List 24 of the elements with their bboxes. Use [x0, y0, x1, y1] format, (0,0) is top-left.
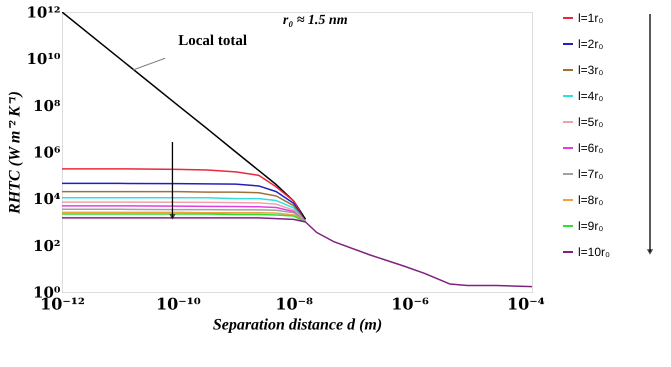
legend-label: l=2r₀	[578, 37, 604, 51]
legend-label: l=1r₀	[578, 11, 604, 25]
y-tick-label: 10¹⁰	[26, 50, 61, 68]
legend-label: l=6r₀	[578, 141, 604, 155]
y-tick-label: 10²	[33, 236, 60, 255]
y-tick-label: 10⁸	[33, 96, 61, 115]
x-tick-label: 10⁻⁶	[391, 294, 429, 314]
x-tick-label: 10⁻⁸	[275, 294, 314, 314]
y-tick-label: 10⁶	[33, 144, 61, 162]
x-tick-label: 10⁻¹⁰	[156, 294, 201, 314]
legend-label: l=5r₀	[578, 115, 604, 129]
legend-label: l=8r₀	[578, 193, 604, 207]
legend-label: l=9r₀	[578, 219, 604, 233]
legend-label: l=7r₀	[578, 167, 604, 181]
legend-label: l=10r₀	[578, 245, 610, 259]
legend-label: l=3r₀	[578, 63, 604, 77]
legend-label: l=4r₀	[578, 89, 604, 103]
x-tick-label: 10⁻⁴	[507, 294, 545, 314]
x-axis-title: Separation distance d (m)	[212, 316, 382, 334]
annotation: r₀ ≈ 1.5 nm	[282, 13, 348, 28]
y-tick-label: 10⁴	[33, 190, 61, 208]
y-tick-label: 10¹²	[26, 4, 60, 22]
annotation: Local total	[178, 32, 248, 49]
y-axis-title: RHTC (W m⁻² K⁻¹)	[6, 91, 24, 215]
